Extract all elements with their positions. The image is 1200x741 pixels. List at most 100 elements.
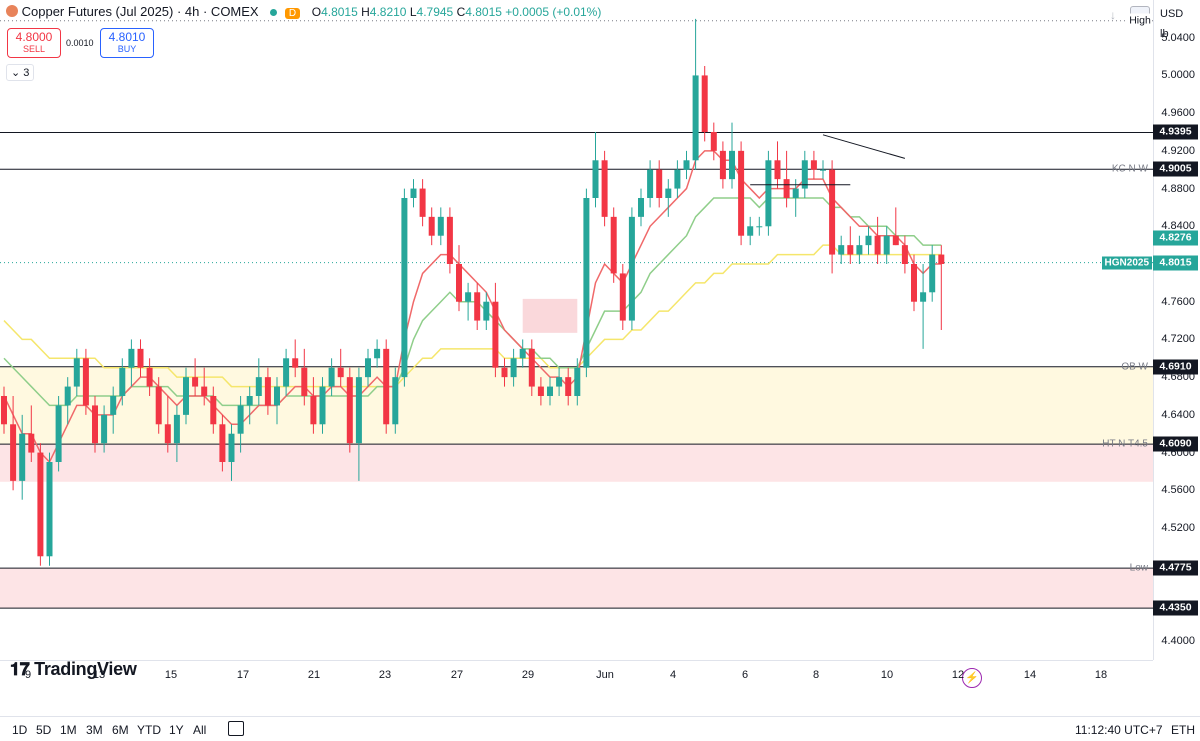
clock[interactable]: 11:12:40 UTC+7 bbox=[1075, 723, 1163, 737]
price-chart[interactable] bbox=[0, 0, 1153, 660]
candle-body-71 bbox=[647, 169, 654, 198]
range-button-1y[interactable]: 1Y bbox=[169, 723, 184, 737]
candle-body-102 bbox=[929, 254, 936, 293]
price-label: High bbox=[1128, 13, 1152, 29]
candle-body-14 bbox=[128, 348, 135, 368]
order-block-box bbox=[522, 298, 578, 333]
price-tick: 4.8400 bbox=[1161, 220, 1195, 233]
low-value: 4.7945 bbox=[416, 5, 454, 19]
candle-body-27 bbox=[246, 396, 253, 406]
lightning-icon[interactable]: ⚡ bbox=[962, 668, 982, 688]
candle-body-90 bbox=[820, 169, 826, 171]
candle-body-10 bbox=[92, 405, 98, 444]
candle-body-0 bbox=[1, 396, 7, 425]
currency-selector[interactable]: USD bbox=[1160, 8, 1184, 20]
candle-body-61 bbox=[556, 377, 563, 387]
time-tick: 10 bbox=[880, 669, 894, 681]
range-button-6m[interactable]: 6M bbox=[112, 723, 129, 737]
candle-body-75 bbox=[683, 160, 690, 170]
price-label: 4.8015 bbox=[1153, 255, 1198, 271]
candle-body-51 bbox=[465, 292, 472, 302]
price-tick: 4.9600 bbox=[1161, 107, 1195, 120]
candle-body-63 bbox=[574, 367, 581, 396]
candle-body-98 bbox=[892, 235, 899, 246]
close-value: 4.8015 bbox=[465, 5, 502, 19]
candle-body-52 bbox=[474, 292, 481, 321]
candle-body-89 bbox=[810, 160, 817, 170]
candle-body-46 bbox=[419, 188, 426, 217]
candle-body-13 bbox=[119, 367, 126, 396]
candle-body-48 bbox=[437, 216, 444, 236]
candle-body-15 bbox=[137, 348, 144, 368]
candle-body-56 bbox=[510, 358, 517, 378]
candle-body-92 bbox=[838, 245, 845, 255]
download-arrow-icon[interactable]: ↓ bbox=[1110, 8, 1116, 22]
range-button-1d[interactable]: 1D bbox=[12, 723, 28, 737]
candle-body-81 bbox=[738, 150, 745, 236]
candle-body-44 bbox=[401, 198, 408, 378]
range-button-5d[interactable]: 5D bbox=[36, 723, 52, 737]
candle-body-5 bbox=[46, 462, 53, 557]
candle-body-64 bbox=[583, 198, 590, 368]
time-tick: 13 bbox=[92, 669, 106, 681]
range-button-all[interactable]: All bbox=[193, 723, 207, 737]
high-value: 4.8210 bbox=[369, 5, 407, 19]
sell-label: SELL bbox=[22, 44, 46, 54]
sell-button[interactable]: 4.8000 SELL bbox=[7, 28, 61, 58]
logo-text: TradingView bbox=[34, 659, 137, 679]
candle-body-50 bbox=[456, 264, 462, 302]
time-tick: 12 bbox=[951, 669, 965, 681]
candle-body-19 bbox=[173, 414, 180, 444]
candle-body-59 bbox=[537, 386, 544, 396]
candle-body-21 bbox=[192, 377, 199, 387]
buy-button[interactable]: 4.8010 BUY bbox=[100, 28, 154, 58]
candle-body-72 bbox=[656, 169, 663, 198]
indicators-toggle[interactable]: ⌄ 3 bbox=[6, 64, 35, 81]
range-button-3m[interactable]: 3M bbox=[86, 723, 103, 737]
price-tick: 4.8800 bbox=[1161, 182, 1195, 195]
candle-body-74 bbox=[674, 169, 681, 189]
open-value: 4.8015 bbox=[321, 5, 358, 19]
candle-body-6 bbox=[55, 405, 62, 462]
candle-body-70 bbox=[638, 198, 644, 217]
candle-body-41 bbox=[374, 348, 381, 359]
high-label: H bbox=[361, 5, 370, 19]
symbol-icon bbox=[6, 5, 18, 17]
candle-body-82 bbox=[747, 226, 754, 236]
tradingview-logo: 𝟏𝟕 TradingView bbox=[10, 659, 137, 680]
candle-body-73 bbox=[665, 188, 672, 198]
open-label: O bbox=[311, 5, 322, 19]
sell-price: 4.8000 bbox=[15, 30, 53, 44]
candle-body-12 bbox=[110, 396, 117, 415]
data-badge[interactable]: D bbox=[284, 8, 301, 19]
tradingview-mark-icon: 𝟏𝟕 bbox=[10, 659, 30, 679]
time-tick: 15 bbox=[164, 669, 178, 681]
time-tick: 17 bbox=[236, 669, 250, 681]
unit-selector[interactable]: lb bbox=[1160, 28, 1169, 40]
candle-body-42 bbox=[383, 348, 390, 425]
candle-body-7 bbox=[64, 386, 71, 406]
range-button-ytd[interactable]: YTD bbox=[137, 723, 161, 737]
price-tick: 4.9200 bbox=[1161, 144, 1195, 157]
candle-body-28 bbox=[255, 377, 262, 396]
time-tick: 21 bbox=[307, 669, 321, 681]
price-label: 4.9395 bbox=[1153, 124, 1198, 140]
range-button-1m[interactable]: 1M bbox=[60, 723, 77, 737]
low-label: L bbox=[409, 5, 417, 19]
candle-body-47 bbox=[428, 216, 435, 236]
session-selector[interactable]: ETH bbox=[1171, 723, 1195, 737]
symbol-title[interactable]: Copper Futures (Jul 2025) · 4h · COMEX bbox=[21, 4, 259, 19]
trendline bbox=[822, 134, 906, 159]
candle-body-67 bbox=[610, 216, 617, 274]
candle-body-91 bbox=[829, 169, 836, 255]
price-axis[interactable]: 5.0400 5.0000 4.9600 4.9200 4.8800 4.8400 4.76… bbox=[1153, 0, 1200, 660]
candle-body-45 bbox=[410, 188, 417, 198]
price-tick: 5.0000 bbox=[1161, 69, 1195, 82]
candle-body-20 bbox=[183, 377, 189, 415]
time-tick: 4 bbox=[669, 669, 677, 681]
candle-body-78 bbox=[710, 132, 717, 151]
price-label: 4.8276 bbox=[1153, 230, 1198, 246]
calendar-icon[interactable] bbox=[228, 721, 244, 736]
candle-body-57 bbox=[519, 348, 526, 359]
time-axis[interactable]: 9 13 15 17 21 23 27 29 Jun 4 6 8 10 12 14 18 bbox=[0, 660, 1153, 689]
